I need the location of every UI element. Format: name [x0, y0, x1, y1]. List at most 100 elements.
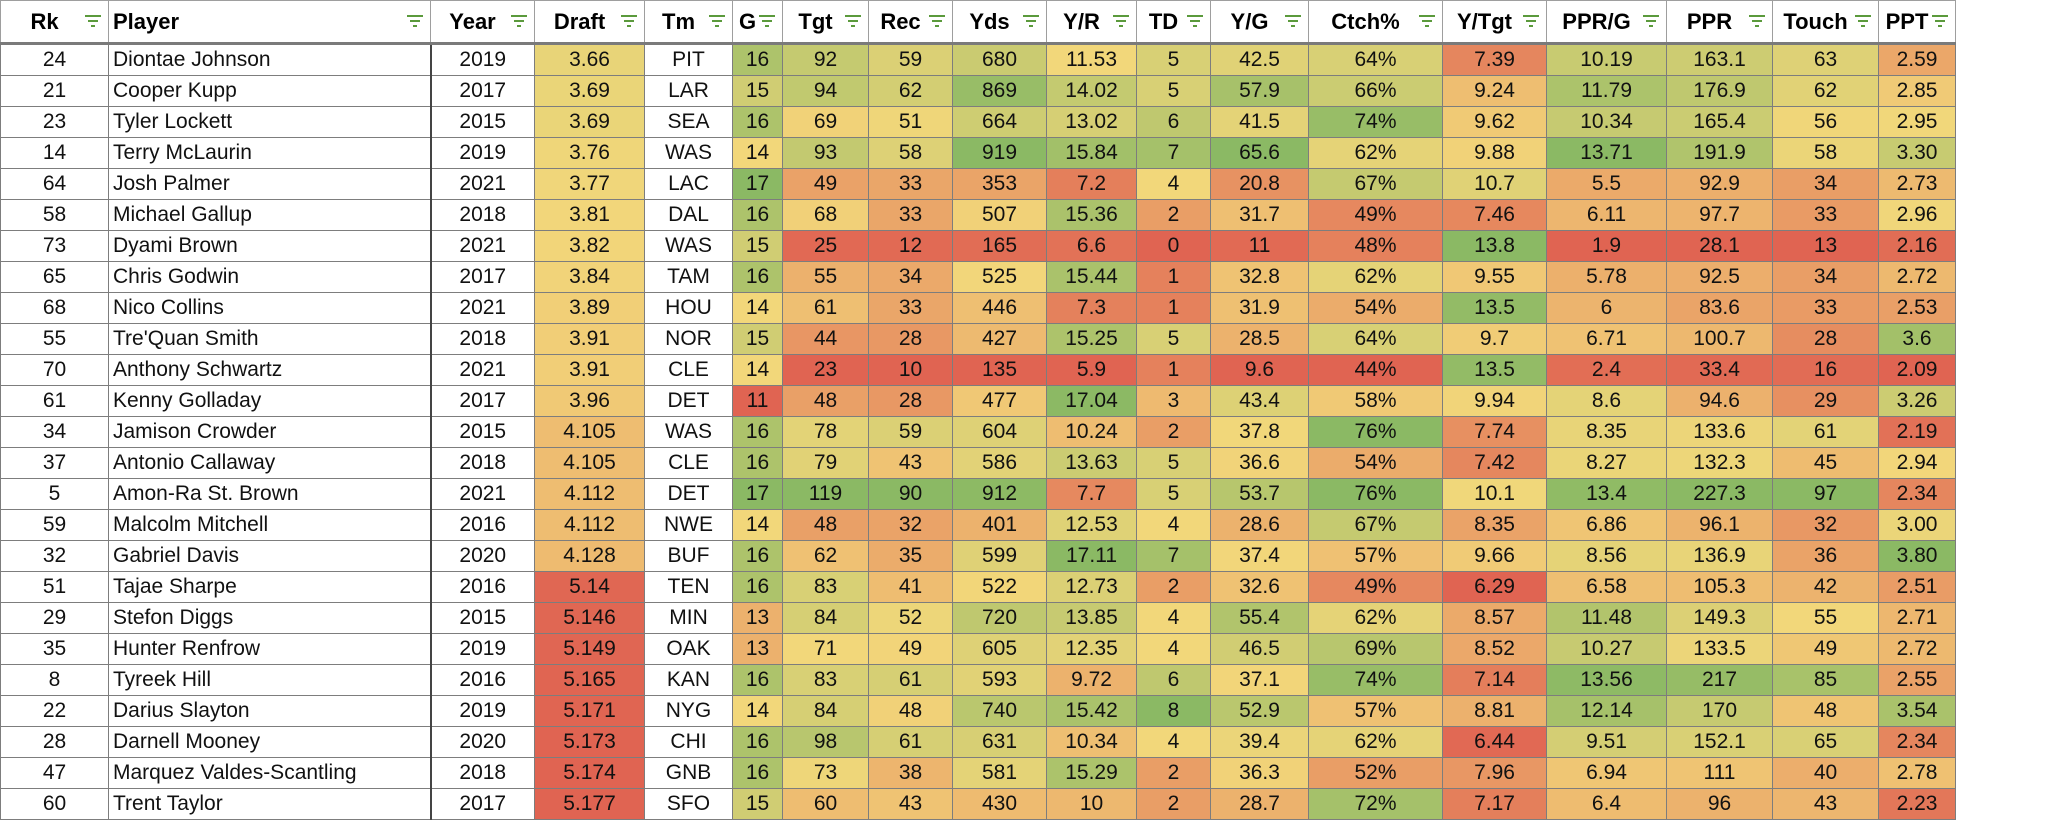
cell-player[interactable]: Tyreek Hill: [108, 664, 432, 696]
cell-yg[interactable]: 43.4: [1210, 385, 1309, 417]
cell-pprg[interactable]: 13.71: [1546, 137, 1667, 169]
cell-rec[interactable]: 90: [868, 478, 953, 510]
cell-tgt[interactable]: 83: [782, 571, 869, 603]
cell-rec[interactable]: 58: [868, 137, 953, 169]
cell-player[interactable]: Amon-Ra St. Brown: [108, 478, 432, 510]
cell-g[interactable]: 14: [732, 509, 783, 541]
cell-touch[interactable]: 42: [1772, 571, 1879, 603]
cell-td[interactable]: 7: [1136, 540, 1211, 572]
cell-draft[interactable]: 3.91: [534, 354, 645, 386]
filter-icon[interactable]: [1642, 14, 1660, 28]
cell-ytgt[interactable]: 7.14: [1442, 664, 1547, 696]
cell-touch[interactable]: 40: [1772, 757, 1879, 789]
column-header-ytgt[interactable]: Y/Tgt: [1442, 0, 1547, 45]
cell-ytgt[interactable]: 8.52: [1442, 633, 1547, 665]
cell-tgt[interactable]: 62: [782, 540, 869, 572]
cell-rk[interactable]: 64: [0, 168, 109, 200]
cell-ppt[interactable]: 2.34: [1878, 478, 1956, 510]
cell-ytgt[interactable]: 7.96: [1442, 757, 1547, 789]
cell-ctch[interactable]: 49%: [1308, 571, 1443, 603]
cell-ppr[interactable]: 133.5: [1666, 633, 1773, 665]
cell-ppt[interactable]: 3.54: [1878, 695, 1956, 727]
cell-yds[interactable]: 581: [952, 757, 1047, 789]
cell-yds[interactable]: 135: [952, 354, 1047, 386]
cell-year[interactable]: 2015: [430, 416, 535, 448]
cell-tgt[interactable]: 84: [782, 602, 869, 634]
cell-td[interactable]: 6: [1136, 664, 1211, 696]
cell-player[interactable]: Tajae Sharpe: [108, 571, 432, 603]
cell-tm[interactable]: CLE: [644, 447, 733, 479]
filter-icon[interactable]: [1748, 14, 1766, 28]
cell-g[interactable]: 15: [732, 323, 783, 355]
table-row[interactable]: 68 Nico Collins 2021 3.89 HOU 14 61 33 446 7.3 1 31…: [0, 292, 1956, 324]
cell-yg[interactable]: 28.5: [1210, 323, 1309, 355]
cell-touch[interactable]: 97: [1772, 478, 1879, 510]
cell-ctch[interactable]: 64%: [1308, 323, 1443, 355]
cell-tgt[interactable]: 71: [782, 633, 869, 665]
cell-draft[interactable]: 4.105: [534, 447, 645, 479]
cell-yds[interactable]: 631: [952, 726, 1047, 758]
cell-yr[interactable]: 9.72: [1046, 664, 1137, 696]
cell-yds[interactable]: 599: [952, 540, 1047, 572]
cell-year[interactable]: 2018: [430, 447, 535, 479]
cell-touch[interactable]: 56: [1772, 106, 1879, 138]
column-header-tm[interactable]: Tm: [644, 0, 733, 45]
cell-rk[interactable]: 29: [0, 602, 109, 634]
filter-icon[interactable]: [928, 14, 946, 28]
cell-yr[interactable]: 12.35: [1046, 633, 1137, 665]
cell-year[interactable]: 2020: [430, 726, 535, 758]
cell-g[interactable]: 16: [732, 726, 783, 758]
column-header-rk[interactable]: Rk: [0, 0, 109, 45]
cell-draft[interactable]: 4.128: [534, 540, 645, 572]
cell-pprg[interactable]: 6: [1546, 292, 1667, 324]
table-row[interactable]: 34 Jamison Crowder 2015 4.105 WAS 16 78 59 604 10…: [0, 416, 1956, 448]
cell-ppr[interactable]: 217: [1666, 664, 1773, 696]
cell-pprg[interactable]: 6.71: [1546, 323, 1667, 355]
cell-rec[interactable]: 62: [868, 75, 953, 107]
cell-yr[interactable]: 13.02: [1046, 106, 1137, 138]
cell-pprg[interactable]: 10.19: [1546, 43, 1667, 76]
cell-tm[interactable]: MIN: [644, 602, 733, 634]
cell-tgt[interactable]: 49: [782, 168, 869, 200]
cell-yds[interactable]: 427: [952, 323, 1047, 355]
cell-player[interactable]: Terry McLaurin: [108, 137, 432, 169]
cell-tm[interactable]: LAC: [644, 168, 733, 200]
table-row[interactable]: 51 Tajae Sharpe 2016 5.14 TEN 16 83 41 522 12.73 2…: [0, 571, 1956, 603]
cell-yr[interactable]: 14.02: [1046, 75, 1137, 107]
cell-pprg[interactable]: 6.58: [1546, 571, 1667, 603]
table-row[interactable]: 5 Amon-Ra St. Brown 2021 4.112 DET 17 119 90 912…: [0, 478, 1956, 510]
cell-tm[interactable]: TAM: [644, 261, 733, 293]
cell-ctch[interactable]: 66%: [1308, 75, 1443, 107]
filter-icon[interactable]: [844, 14, 862, 28]
cell-touch[interactable]: 36: [1772, 540, 1879, 572]
cell-yg[interactable]: 36.6: [1210, 447, 1309, 479]
cell-g[interactable]: 16: [732, 416, 783, 448]
cell-draft[interactable]: 5.146: [534, 602, 645, 634]
cell-yr[interactable]: 10.34: [1046, 726, 1137, 758]
cell-ytgt[interactable]: 7.74: [1442, 416, 1547, 448]
cell-player[interactable]: Anthony Schwartz: [108, 354, 432, 386]
cell-yg[interactable]: 53.7: [1210, 478, 1309, 510]
cell-g[interactable]: 17: [732, 168, 783, 200]
cell-year[interactable]: 2021: [430, 230, 535, 262]
cell-rec[interactable]: 52: [868, 602, 953, 634]
cell-rec[interactable]: 41: [868, 571, 953, 603]
cell-tm[interactable]: SEA: [644, 106, 733, 138]
cell-year[interactable]: 2017: [430, 75, 535, 107]
cell-player[interactable]: Chris Godwin: [108, 261, 432, 293]
cell-tm[interactable]: DET: [644, 385, 733, 417]
cell-ppr[interactable]: 97.7: [1666, 199, 1773, 231]
cell-ppr[interactable]: 33.4: [1666, 354, 1773, 386]
cell-tgt[interactable]: 92: [782, 43, 869, 76]
cell-g[interactable]: 15: [732, 75, 783, 107]
cell-year[interactable]: 2018: [430, 199, 535, 231]
cell-ctch[interactable]: 76%: [1308, 416, 1443, 448]
cell-yds[interactable]: 720: [952, 602, 1047, 634]
cell-yg[interactable]: 32.6: [1210, 571, 1309, 603]
cell-tgt[interactable]: 78: [782, 416, 869, 448]
cell-pprg[interactable]: 6.94: [1546, 757, 1667, 789]
cell-ytgt[interactable]: 10.1: [1442, 478, 1547, 510]
cell-yds[interactable]: 586: [952, 447, 1047, 479]
cell-year[interactable]: 2016: [430, 509, 535, 541]
cell-td[interactable]: 4: [1136, 168, 1211, 200]
